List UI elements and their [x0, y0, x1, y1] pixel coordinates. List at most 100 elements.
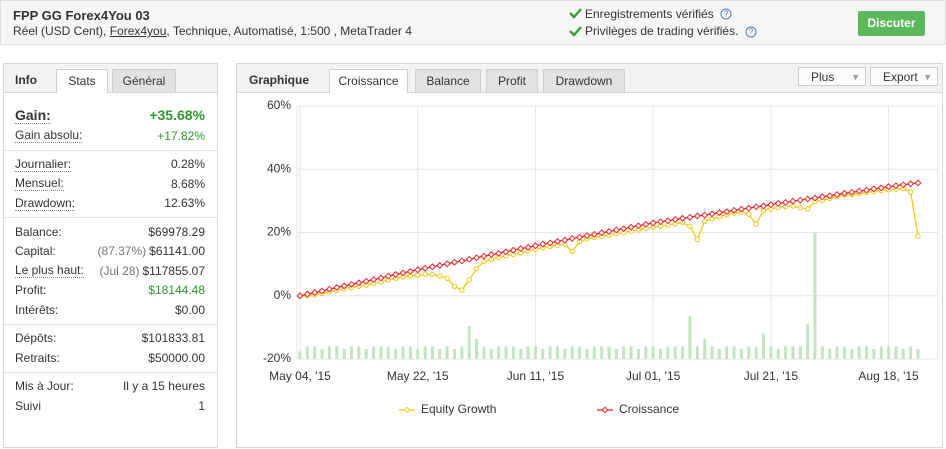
marker — [601, 406, 609, 414]
marker — [746, 211, 752, 217]
stats-label: Mis à Jour: — [15, 379, 74, 394]
bar — [791, 346, 795, 359]
stats-value: 0.28% — [170, 157, 205, 172]
stats-value: Il y a 15 heures — [122, 379, 205, 394]
svg-text:?: ? — [724, 10, 729, 19]
marker — [318, 287, 326, 295]
marker — [428, 263, 436, 271]
marker — [885, 183, 893, 191]
marker — [826, 192, 834, 200]
caret: ▼ — [923, 72, 932, 82]
stats-row: Mis à Jour: Il y a 15 heures — [4, 377, 217, 397]
tab[interactable]: Balance — [415, 69, 481, 92]
bar — [901, 348, 905, 359]
stats-value: +35.68% — [149, 107, 205, 123]
marker — [347, 280, 356, 288]
bar — [394, 348, 398, 359]
bar — [408, 346, 412, 359]
marker — [753, 221, 759, 227]
marker — [656, 218, 665, 226]
bar — [350, 346, 353, 359]
stats-value: $50000.00 — [148, 350, 205, 365]
marker — [701, 218, 708, 225]
dropdown-label: Plus — [811, 70, 835, 84]
marker — [502, 248, 510, 256]
stats-row: Dépôts: $101833.81 — [4, 329, 217, 349]
stats-value-wrap: 0.28% — [171, 157, 205, 171]
marker — [377, 274, 385, 282]
bar — [519, 348, 523, 359]
caret: ▼ — [851, 72, 860, 82]
left-panel: Info Stats Général Gain: +35.68% Gain abso… — [3, 63, 218, 448]
tab[interactable]: Général — [112, 69, 176, 92]
marker — [415, 272, 421, 278]
dropdown[interactable]: Plus ▼ — [798, 67, 866, 86]
marker — [531, 242, 539, 250]
header: FPP GG Forex4You 03 Réel (USD Cent), For… — [0, 0, 946, 45]
bar — [335, 346, 339, 359]
bar — [401, 346, 405, 359]
stats-group: Journalier: 0.28% Mensuel: 8.68% Drawdown: 12… — [4, 151, 217, 218]
bar — [533, 346, 537, 359]
marker — [730, 206, 738, 214]
bar — [379, 346, 383, 359]
help-icon[interactable]: ? — [720, 8, 732, 20]
marker — [723, 208, 731, 216]
verified-item: Enregistrements vérifiés — [585, 7, 714, 21]
marker — [715, 209, 723, 217]
stats-row: Le plus haut: (Jul 28) $117855.07 — [4, 261, 217, 281]
marker — [303, 290, 311, 298]
tab[interactable]: Drawdown — [543, 69, 625, 92]
marker — [451, 283, 458, 289]
stats-value: $0.00 — [174, 302, 205, 317]
stats-value-wrap: 12.63% — [164, 196, 205, 210]
marker — [466, 277, 472, 283]
stats-value: $117855.07 — [142, 263, 205, 278]
tab[interactable]: Profit — [486, 69, 538, 92]
bar — [879, 346, 883, 359]
marker — [569, 248, 575, 255]
bar — [806, 323, 810, 359]
discuss-button[interactable]: Discuter — [858, 11, 925, 36]
x-tick-label: Aug 18, '15 — [858, 369, 919, 383]
bar — [430, 346, 434, 359]
stats-group: Dépôts: $101833.81 Retraits: $50000.00 — [4, 325, 217, 373]
subtitle: Réel (USD Cent), Forex4you, Technique, A… — [13, 24, 412, 38]
marker — [568, 235, 576, 243]
marker — [524, 243, 532, 251]
tab[interactable]: Croissance — [329, 69, 408, 93]
marker — [459, 287, 465, 293]
marker — [664, 217, 672, 225]
stats-label: Mensuel: — [15, 176, 64, 192]
help-icon[interactable]: ? — [745, 26, 757, 38]
bar — [548, 346, 552, 359]
marker — [797, 205, 803, 211]
bar — [835, 346, 839, 359]
marker — [627, 223, 635, 231]
bar — [842, 346, 846, 359]
stats-value-wrap: (87.37%) $61141.00 — [97, 244, 205, 258]
bar — [342, 348, 346, 359]
bar — [438, 348, 442, 359]
tab[interactable]: Stats — [56, 69, 108, 93]
bar — [872, 348, 876, 359]
marker — [899, 181, 907, 189]
marker — [437, 273, 443, 279]
subtitle-suffix: , Technique, Automatisé, 1:500 , MetaTra… — [166, 24, 412, 38]
stats-label: Le plus haut: — [15, 263, 84, 279]
bar — [489, 348, 493, 359]
bar — [327, 346, 331, 359]
y-tick-label: -20% — [263, 351, 291, 365]
bar — [570, 346, 574, 359]
marker — [598, 229, 606, 237]
marker — [605, 228, 613, 236]
stats-label: Retraits: — [15, 350, 60, 365]
bar — [585, 348, 589, 359]
bar — [717, 348, 721, 359]
marker — [561, 236, 569, 244]
dropdown[interactable]: Export ▼ — [870, 67, 938, 86]
broker-link[interactable]: Forex4you — [109, 24, 167, 38]
dropdown-label: Export — [883, 70, 918, 84]
marker — [487, 251, 495, 259]
y-tick-label: 40% — [267, 161, 291, 175]
